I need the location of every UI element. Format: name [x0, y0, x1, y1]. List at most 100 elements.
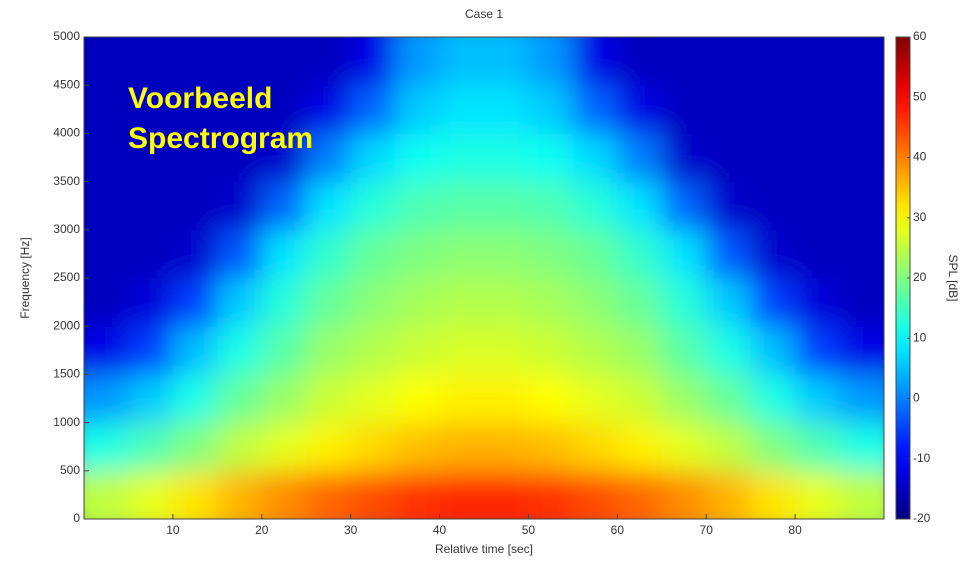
x-tick-label: 20	[255, 523, 269, 537]
heatmap-cell	[262, 17, 307, 86]
heatmap-cell	[617, 133, 662, 182]
heatmap-cell	[351, 374, 396, 423]
chart: Case 1 Relative time [sec] Frequency [Hz…	[0, 0, 963, 562]
heatmap-cell	[440, 374, 485, 423]
y-tick-label: 4500	[53, 77, 80, 91]
heatmap-cell	[306, 374, 351, 423]
heatmap-cell	[484, 182, 529, 231]
heatmap-cell	[484, 423, 529, 472]
heatmap-cell	[751, 133, 796, 182]
heatmap-cell	[573, 230, 618, 279]
y-tick-label: 1000	[53, 415, 80, 429]
y-tick-label: 0	[73, 511, 80, 525]
heatmap-cell	[395, 230, 440, 279]
heatmap-cell	[617, 85, 662, 134]
heatmap-cell	[662, 17, 707, 86]
annotation: Spectrogram	[128, 122, 313, 155]
heatmap-cell	[617, 182, 662, 231]
heatmap-cell	[662, 133, 707, 182]
heatmap-cell	[617, 326, 662, 375]
heatmap-cell	[528, 230, 573, 279]
heatmap-cell	[795, 133, 840, 182]
heatmap-cell	[306, 230, 351, 279]
heatmap-cell	[617, 17, 662, 86]
heatmap-cell	[573, 17, 618, 86]
heatmap-cell	[217, 326, 262, 375]
heatmap-cell	[706, 326, 751, 375]
heatmap-cell	[440, 326, 485, 375]
heatmap-cell	[262, 182, 307, 231]
heatmap-cell	[440, 17, 485, 86]
heatmap-cell	[706, 133, 751, 182]
heatmap-cell	[484, 326, 529, 375]
heatmap-cell	[484, 278, 529, 327]
heatmap-cell	[528, 182, 573, 231]
page: Case 1 Relative time [sec] Frequency [Hz…	[0, 0, 963, 562]
heatmap-cell	[706, 85, 751, 134]
heatmap-cell	[617, 423, 662, 472]
heatmap-cell	[528, 326, 573, 375]
heatmap-cell	[395, 326, 440, 375]
heatmap-cell	[351, 182, 396, 231]
heatmap-cell	[528, 471, 573, 540]
heatmap-cell	[440, 182, 485, 231]
heatmap-cell	[840, 423, 905, 472]
heatmap-cell	[662, 374, 707, 423]
y-tick-label: 1500	[53, 367, 80, 381]
heatmap-cell	[173, 230, 218, 279]
heatmap-cell	[351, 423, 396, 472]
heatmap-cell	[395, 278, 440, 327]
heatmap-cell	[617, 278, 662, 327]
heatmap-cell	[751, 423, 796, 472]
heatmap-cell	[706, 278, 751, 327]
heatmap-cell	[573, 278, 618, 327]
heatmap-cell	[306, 423, 351, 472]
heatmap-cell	[440, 133, 485, 182]
x-axis-label: Relative time [sec]	[435, 542, 533, 556]
heatmap-cell	[528, 374, 573, 423]
heatmap-cell	[795, 182, 840, 231]
heatmap-cell	[395, 133, 440, 182]
heatmap-cell	[64, 17, 129, 86]
heatmap-cell	[706, 230, 751, 279]
y-tick-label: 4000	[53, 126, 80, 140]
heatmap-cell	[217, 17, 262, 86]
heatmap-cell	[128, 278, 173, 327]
heatmap-cell	[751, 278, 796, 327]
heatmap-cell	[262, 326, 307, 375]
heatmap-cell	[217, 278, 262, 327]
heatmap-cell	[840, 230, 905, 279]
heatmap-cell	[795, 278, 840, 327]
heatmap-cell	[173, 374, 218, 423]
annotation: Voorbeeld	[128, 82, 272, 115]
chart-title: Case 1	[465, 7, 503, 21]
heatmap-cell	[351, 85, 396, 134]
heatmap-cell	[795, 374, 840, 423]
colorbar-tick-label: -10	[913, 451, 931, 465]
heatmap-cell	[173, 423, 218, 472]
y-tick-label: 2500	[53, 270, 80, 284]
x-tick-label: 10	[166, 523, 180, 537]
heatmap-cell	[840, 471, 905, 540]
heatmap-cell	[795, 471, 840, 540]
heatmap-cell	[706, 471, 751, 540]
heatmap-cell	[128, 423, 173, 472]
heatmap-cell	[573, 423, 618, 472]
colorbar-tick-label: -20	[913, 511, 931, 525]
y-tick-label: 500	[60, 463, 80, 477]
heatmap-cell	[173, 182, 218, 231]
heatmap-cell	[173, 17, 218, 86]
x-tick-label: 50	[522, 523, 536, 537]
heatmap-cell	[617, 374, 662, 423]
heatmap-cell	[306, 326, 351, 375]
x-tick-label: 30	[344, 523, 358, 537]
heatmap-cell	[751, 374, 796, 423]
heatmap-cell	[128, 326, 173, 375]
heatmap-cell	[662, 85, 707, 134]
heatmap-cell	[617, 230, 662, 279]
heatmap-cell	[662, 230, 707, 279]
heatmap-cell	[306, 17, 351, 86]
y-tick-label: 3000	[53, 222, 80, 236]
heatmap-cell	[573, 85, 618, 134]
heatmap-cell	[351, 278, 396, 327]
